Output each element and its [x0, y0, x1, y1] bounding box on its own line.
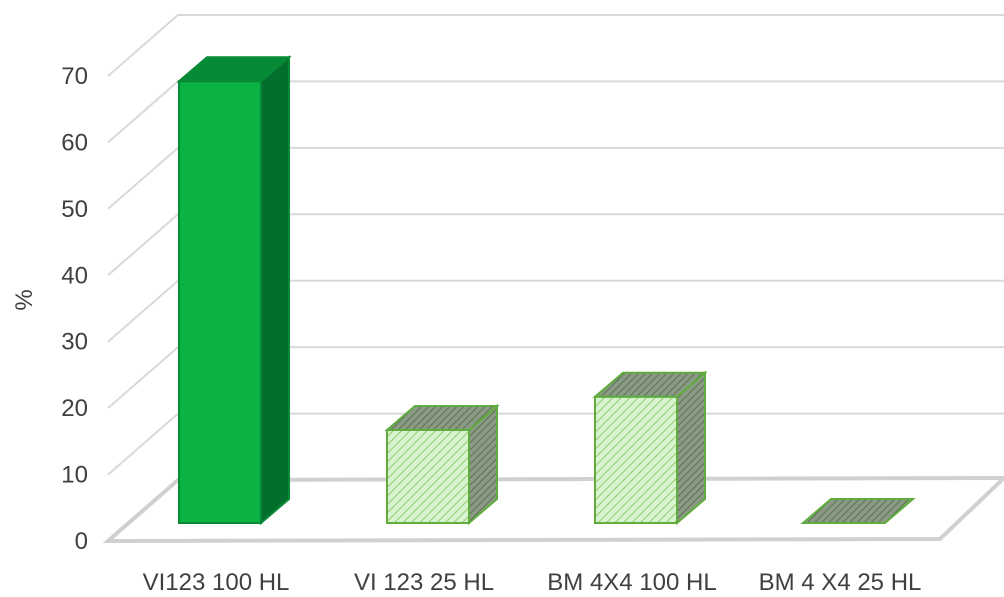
bar-top [384, 405, 500, 431]
x-axis-labels: VI123 100 HL VI 123 25 HL BM 4X4 100 HL BM … [143, 569, 922, 596]
bar [176, 55, 292, 526]
y-tick-label: 20 [61, 395, 88, 422]
y-tick-label: 40 [61, 262, 88, 289]
x-tick-label: BM 4 X4 25 HL [759, 569, 922, 596]
floor-layer [102, 475, 1004, 544]
bar [800, 498, 916, 524]
y-tick-label: 30 [61, 329, 88, 356]
y-axis-ticks: 0 10 20 30 40 50 60 70 [61, 63, 88, 555]
bar-layer [176, 55, 916, 526]
bar-side [260, 55, 290, 526]
bar-front [594, 395, 678, 524]
x-tick-label: VI 123 25 HL [354, 569, 494, 596]
bar-top [800, 498, 916, 524]
bar-top [592, 371, 708, 398]
floor [102, 475, 1004, 544]
y-tick-label: 0 [75, 528, 88, 555]
bar [384, 403, 500, 526]
y-tick-label: 10 [61, 462, 88, 489]
bar [592, 370, 708, 526]
y-tick-label: 60 [61, 129, 88, 156]
bar-top [176, 56, 292, 83]
bar-side [676, 370, 706, 526]
x-tick-label: VI123 100 HL [143, 569, 290, 596]
y-axis-title: % [11, 289, 38, 310]
y-tick-label: 50 [61, 196, 88, 223]
bar-front [178, 80, 262, 524]
bar-front [386, 429, 470, 524]
y-tick-label: 70 [61, 63, 88, 90]
gridline [107, 14, 1004, 77]
x-tick-label: BM 4X4 100 HL [547, 569, 716, 596]
